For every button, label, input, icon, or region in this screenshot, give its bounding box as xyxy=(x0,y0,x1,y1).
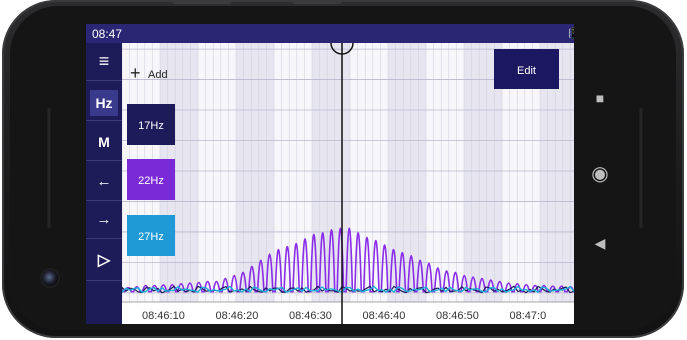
add-label: Add xyxy=(148,69,168,81)
menu-icon[interactable]: ≡ xyxy=(98,50,110,71)
chart-band xyxy=(388,43,426,302)
x-tick-label: 08:46:50 xyxy=(436,310,479,322)
chart-area[interactable]: 050100150200250300350400 08:46:1008:46:2… xyxy=(122,43,618,324)
front-camera xyxy=(40,268,60,288)
home-circle-icon[interactable]: ◉ xyxy=(591,163,609,185)
edit-button[interactable]: Edit xyxy=(494,49,559,89)
app-screen: 08:47 📳 ▼ ≡ Hz M ← → ▷ 05010015020025030… xyxy=(86,24,618,324)
freq-button-label: 27Hz xyxy=(138,231,164,243)
forward-arrow-icon[interactable]: → xyxy=(96,210,112,228)
left-speaker xyxy=(46,108,52,228)
m-button[interactable]: M xyxy=(98,134,110,150)
back-triangle-icon[interactable]: ◀ xyxy=(594,235,606,251)
freq-button-27hz[interactable]: 27Hz xyxy=(127,215,175,256)
series-line-22hz xyxy=(122,227,593,293)
play-icon[interactable]: ▷ xyxy=(97,252,111,269)
chart-band xyxy=(198,43,236,302)
volume-button xyxy=(172,0,232,4)
x-tick-label: 08:47:0 xyxy=(510,310,547,322)
right-speaker xyxy=(638,108,644,228)
chart-band xyxy=(236,43,274,302)
status-time: 08:47 xyxy=(92,27,123,41)
freq-button-label: 17Hz xyxy=(138,120,164,132)
x-tick-label: 08:46:20 xyxy=(216,310,259,322)
x-tick-label: 08:46:40 xyxy=(363,310,406,322)
freq-button-label: 22Hz xyxy=(138,175,164,187)
freq-button-22hz[interactable]: 22Hz xyxy=(127,159,175,200)
x-tick-label: 08:46:10 xyxy=(142,310,185,322)
x-tick-label: 08:46:30 xyxy=(289,310,332,322)
cursor-handle[interactable] xyxy=(330,43,354,55)
freq-button-17hz[interactable]: 17Hz xyxy=(127,104,175,145)
hz-button[interactable]: Hz xyxy=(90,90,118,116)
power-button xyxy=(292,0,342,4)
series-line-27hz xyxy=(122,285,591,294)
back-arrow-icon[interactable]: ← xyxy=(96,172,112,190)
side-toolbar: ≡ Hz M ← → ▷ xyxy=(86,43,122,324)
edit-label: Edit xyxy=(517,65,536,77)
add-button[interactable]: + Add xyxy=(130,63,168,83)
x-axis-band xyxy=(122,302,618,324)
add-plus-icon: + xyxy=(130,63,141,83)
overview-square-icon[interactable]: ■ xyxy=(595,90,605,106)
chart-band xyxy=(312,43,350,302)
chart-band xyxy=(426,43,464,302)
android-nav-bar: ■ ◉ ◀ xyxy=(574,24,626,324)
series-line-17hz xyxy=(122,285,591,294)
status-bar: 08:47 📳 ▼ xyxy=(86,24,618,43)
